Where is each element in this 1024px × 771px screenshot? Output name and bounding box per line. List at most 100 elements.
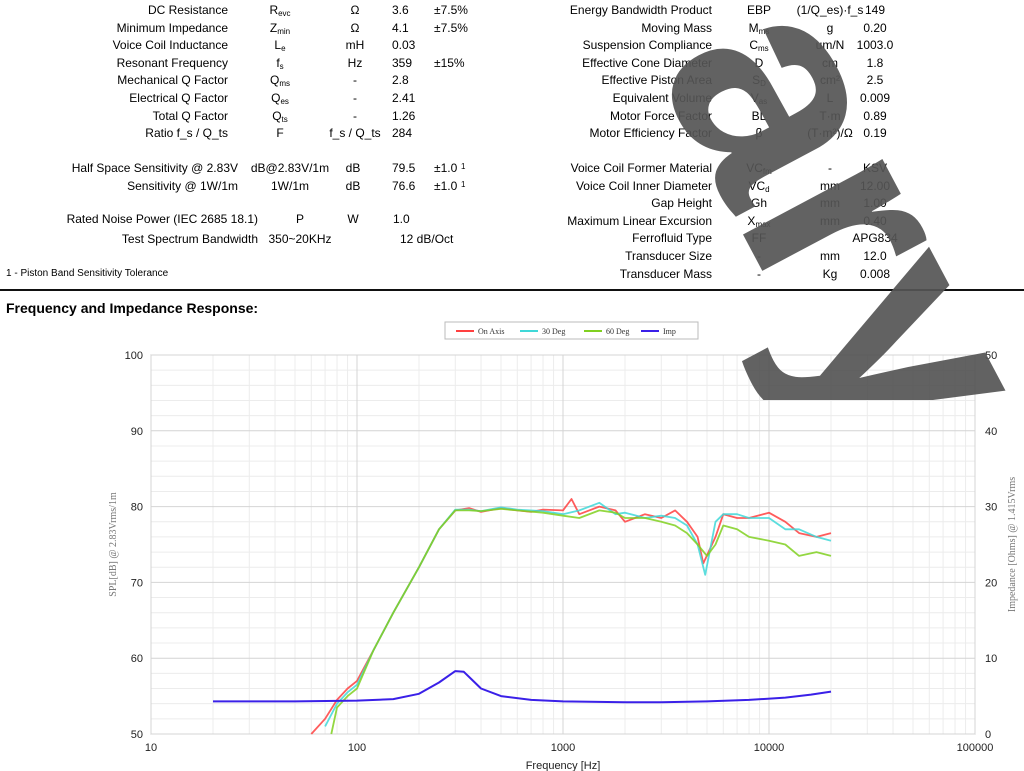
spec-symbol: Xmax (734, 214, 784, 232)
spec-symbol-subscript: max (755, 219, 771, 229)
spec-name: Half Space Sensitivity @ 2.83V (71, 161, 238, 175)
y2-tick-label: 0 (985, 729, 991, 741)
spec-value: 1.8 (866, 55, 884, 70)
y-tick-label: 80 (131, 502, 143, 514)
spec-symbol: P (295, 212, 304, 226)
spec-symbol-subscript: ts (281, 114, 288, 124)
spec-symbol-subscript: as (758, 97, 768, 106)
spec-value: 0.89 (863, 108, 887, 123)
spec-symbol-subscript: min (277, 26, 291, 36)
x-tick-label: 100000 (957, 742, 994, 754)
spec-value: 0.03 (392, 38, 416, 53)
spec-unit: mm (820, 213, 840, 228)
spec-unit: dB (345, 161, 361, 175)
spec-value: 76.6 (392, 178, 416, 193)
spec-name: Mechanical Q Factor (117, 73, 228, 88)
spec-unit: L (826, 91, 834, 105)
spec-symbol-subscript: d (765, 184, 770, 194)
spec-value: 12.00 (859, 178, 891, 193)
legend-box (444, 321, 699, 340)
spec-symbol-subscript: ms (279, 79, 290, 89)
spec-symbol-subscript: fm (762, 167, 772, 176)
spec-value: 3.6 (392, 3, 409, 17)
spec-name: Moving Mass (641, 20, 712, 35)
spec-symbol-main: BL (751, 108, 767, 123)
frequency-impedance-chart: 10 100 1000 10000 10000050607080901000102030… (108, 321, 1018, 771)
spec-symbol-main: Q (271, 91, 281, 105)
y-tick-label: 50 (131, 729, 143, 741)
spec-symbol-subscript: evc (278, 9, 291, 18)
y2-tick-label: 20 (985, 577, 997, 589)
spec-symbol: EBP (734, 3, 784, 18)
spec-symbol-subscript: D (760, 79, 766, 89)
spec-symbol-main: f (276, 55, 280, 70)
spec-value: 4.1 (392, 20, 409, 35)
y2-axis-label: Impedance [Ohms] @ 1.415Vrms (1007, 477, 1018, 612)
spec-name: Gap Height (651, 196, 712, 211)
spec-unit: W (347, 212, 359, 226)
spec-value: 12 dB/Oct (400, 232, 454, 246)
x-tick-label: 10000 (754, 742, 785, 754)
x-axis-label: Frequency [Hz] (526, 760, 601, 771)
spec-symbol: Le (255, 38, 305, 56)
spec-symbol: - (734, 267, 784, 282)
spec-symbol-subscript: s (279, 61, 284, 71)
spec-symbol: SD (734, 73, 784, 91)
spec-value: 2.8 (392, 73, 409, 88)
spec-name: Transducer Size (625, 249, 712, 263)
spec-symbol-main: - (757, 266, 761, 281)
spec-symbol-main: EBP (746, 3, 771, 17)
spec-name: Energy Bandwidth Product (569, 3, 712, 17)
y2-tick-label: 10 (985, 653, 997, 665)
y-tick-label: 60 (131, 653, 143, 665)
spec-symbol-main: L (274, 38, 282, 53)
spec-value: 284 (392, 126, 413, 141)
spec-symbol: fs (255, 56, 305, 74)
series-line-imp (213, 670, 832, 704)
spec-symbol: Cms (734, 38, 784, 56)
spec-name: Effective Piston Area (601, 73, 712, 88)
spec-symbol-subscript: ms (758, 26, 770, 36)
spec-name: Voice Coil Inner Diameter (575, 178, 712, 193)
spec-symbol: 1W/1m (270, 178, 309, 193)
spec-tolerance: ±1.0 (434, 178, 458, 193)
spec-value: 0.40 (863, 213, 887, 228)
x-tick-label: 100 (348, 742, 366, 754)
spec-symbol-main: C (749, 38, 758, 53)
spec-symbol-main: X (747, 213, 756, 228)
footnote-marker: 1 (461, 179, 466, 189)
x-tick-label: 10 (145, 742, 157, 754)
y-axis-label: SPL[dB] @ 2.83Vrms/1m (108, 492, 119, 597)
spec-name: Ratio f_s / Q_ts (145, 126, 228, 141)
spec-name: Voice Coil Former Material (570, 161, 712, 175)
spec-name: Sensitivity @ 1W/1m (127, 178, 238, 193)
spec-symbol-main: - (757, 249, 761, 263)
spec-tolerance: ±7.5% (434, 20, 468, 35)
spec-symbol-main: VC (748, 178, 766, 193)
spec-symbol-subscript: es (280, 97, 289, 106)
spec-value: APG834 (852, 231, 898, 246)
spec-name: Rated Noise Power (IEC 2685 18.1) (66, 212, 258, 226)
spec-tolerance: ±15% (434, 55, 465, 70)
spec-symbol-subscript: e (281, 44, 286, 54)
spec-name: Suspension Compliance (582, 38, 712, 53)
spec-symbol-main: D (754, 55, 764, 70)
spec-name: DC Resistance (147, 3, 228, 17)
y2-tick-label: 30 (985, 502, 997, 514)
spec-unit: f_s / Q_ts (329, 126, 381, 141)
y-tick-label: 70 (131, 577, 143, 589)
spec-name: Test Spectrum Bandwidth (121, 232, 258, 246)
spec-unit: dB (345, 178, 361, 193)
spec-value: 12.0 (863, 249, 887, 263)
spec-unit: (T·m²)/Ω (807, 126, 853, 141)
spec-unit: mm (820, 178, 840, 193)
spec-name: Minimum Impedance (116, 20, 228, 35)
x-tick-label: 1000 (551, 742, 575, 754)
spec-value: 0.009 (859, 91, 891, 105)
spec-unit: (1/Q_es)·f_s (796, 3, 864, 17)
spec-name: Electrical Q Factor (129, 91, 228, 105)
spec-value: 79.5 (392, 161, 416, 175)
spec-symbol-main: FF (751, 231, 767, 246)
y2-tick-label: 40 (985, 426, 997, 438)
spec-name: Equivalent Volume (612, 91, 712, 105)
